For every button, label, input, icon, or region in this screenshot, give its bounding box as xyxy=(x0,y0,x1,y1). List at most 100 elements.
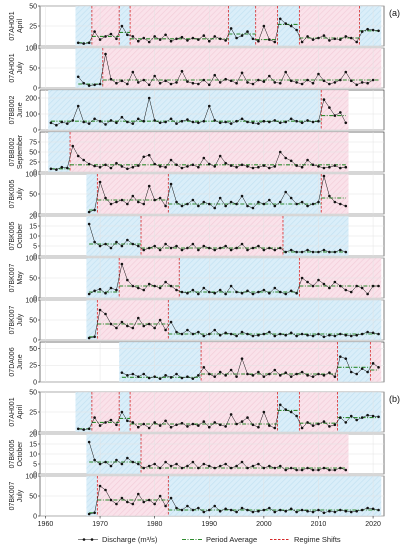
discharge-point xyxy=(142,78,146,82)
month-label: September xyxy=(17,134,24,169)
discharge-point xyxy=(218,196,222,200)
discharge-point xyxy=(147,40,151,44)
discharge-point xyxy=(169,284,173,288)
discharge-point xyxy=(115,200,118,204)
discharge-point xyxy=(175,372,178,376)
discharge-point xyxy=(300,468,304,472)
y-tick-label: 10 xyxy=(29,233,37,240)
discharge-point xyxy=(147,498,151,502)
discharge-point xyxy=(289,248,293,252)
discharge-point xyxy=(289,117,293,121)
discharge-point xyxy=(191,332,195,336)
discharge-point xyxy=(126,238,129,242)
discharge-point xyxy=(268,74,271,78)
discharge-point xyxy=(207,372,211,376)
x-tick-label: 1980 xyxy=(147,521,163,528)
discharge-point xyxy=(246,81,249,84)
discharge-point xyxy=(191,508,195,512)
station-label: 07DA006 xyxy=(9,347,16,376)
discharge-point xyxy=(120,165,124,168)
discharge-point xyxy=(191,198,195,202)
discharge-point xyxy=(186,425,189,428)
discharge-point xyxy=(76,41,80,45)
discharge-point xyxy=(344,288,348,292)
discharge-point xyxy=(115,502,118,506)
discharge-point xyxy=(164,204,167,208)
discharge-point xyxy=(76,104,80,108)
y-tick-label: 200 xyxy=(25,95,37,102)
month-label: May xyxy=(17,271,24,285)
discharge-point xyxy=(371,362,375,365)
discharge-point xyxy=(66,122,69,125)
discharge-point xyxy=(349,79,353,83)
station-label: 07BB002 xyxy=(9,137,16,166)
discharge-point xyxy=(180,69,184,73)
x-tick-label: 2010 xyxy=(311,521,327,528)
discharge-point xyxy=(328,250,331,254)
discharge-point xyxy=(175,288,178,292)
discharge-point xyxy=(115,288,118,292)
discharge-point xyxy=(328,286,331,290)
discharge-point xyxy=(136,425,140,429)
discharge-point xyxy=(262,119,266,123)
discharge-point xyxy=(262,80,266,83)
discharge-point xyxy=(273,119,277,122)
discharge-point xyxy=(333,468,337,472)
discharge-point xyxy=(328,468,331,472)
discharge-point xyxy=(104,291,107,295)
discharge-point xyxy=(328,165,331,169)
discharge-point xyxy=(273,466,277,470)
discharge-point xyxy=(311,81,315,85)
discharge-point xyxy=(82,81,85,85)
discharge-point xyxy=(87,336,91,340)
discharge-point xyxy=(229,413,233,416)
discharge-point xyxy=(207,202,211,206)
discharge-point xyxy=(120,115,124,119)
discharge-point xyxy=(235,464,238,468)
discharge-point xyxy=(246,372,249,376)
discharge-point xyxy=(339,355,342,358)
discharge-point xyxy=(224,77,227,81)
discharge-point xyxy=(300,82,304,86)
discharge-point xyxy=(360,286,364,290)
discharge-point xyxy=(104,421,107,424)
discharge-point xyxy=(295,81,298,84)
discharge-point xyxy=(202,462,206,466)
discharge-point xyxy=(93,458,96,462)
discharge-point xyxy=(218,288,222,292)
discharge-point xyxy=(262,202,266,206)
discharge-point xyxy=(213,119,217,122)
legend: Discharge (m³/s) Period Average Regime Shi… xyxy=(78,535,341,544)
discharge-point xyxy=(93,335,96,339)
discharge-point xyxy=(273,40,277,44)
discharge-point xyxy=(180,248,184,252)
discharge-point xyxy=(120,410,124,414)
discharge-point xyxy=(142,372,146,376)
discharge-point xyxy=(136,164,140,167)
discharge-point xyxy=(169,158,173,162)
y-tick-label: 10 xyxy=(29,451,37,458)
discharge-point xyxy=(153,35,156,38)
discharge-point xyxy=(306,78,309,82)
discharge-point xyxy=(284,70,288,74)
discharge-point xyxy=(120,496,124,500)
discharge-point xyxy=(87,292,91,296)
discharge-point xyxy=(278,374,282,377)
discharge-point xyxy=(344,165,348,169)
discharge-point xyxy=(126,419,129,423)
discharge-point xyxy=(202,78,206,82)
y-tick-label: 0 xyxy=(33,127,37,134)
discharge-point xyxy=(104,460,107,464)
discharge-point xyxy=(104,312,107,316)
discharge-point xyxy=(202,420,206,423)
discharge-point xyxy=(202,244,206,248)
discharge-point xyxy=(82,158,85,162)
discharge-point xyxy=(306,35,309,38)
discharge-point xyxy=(246,30,249,33)
y-tick-label: 0 xyxy=(33,85,37,92)
month-label: April xyxy=(17,405,24,419)
y-tick-label: 75 xyxy=(29,139,37,146)
discharge-point xyxy=(126,167,129,171)
discharge-point xyxy=(366,292,369,296)
